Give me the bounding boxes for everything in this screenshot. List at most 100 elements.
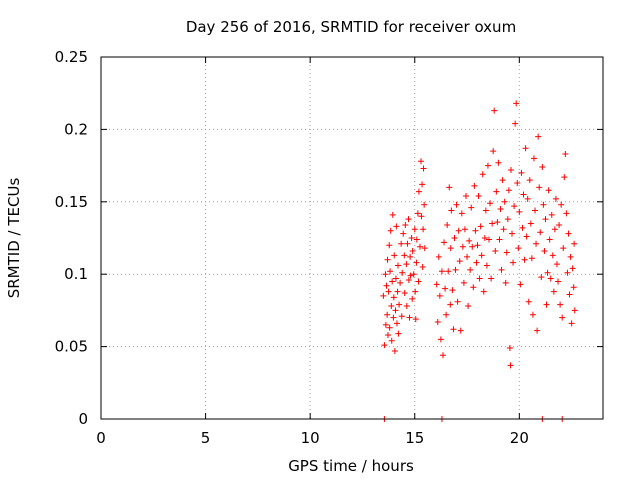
data-point — [544, 269, 551, 276]
data-point — [512, 120, 519, 127]
data-point — [462, 193, 469, 200]
data-point — [383, 282, 390, 289]
data-point — [538, 274, 545, 281]
data-point — [413, 259, 420, 266]
data-point — [549, 252, 556, 259]
data-point — [388, 303, 395, 310]
data-points — [380, 100, 578, 422]
data-point — [391, 347, 398, 354]
y-tick-label: 0.15 — [55, 193, 88, 211]
data-point — [550, 288, 557, 295]
data-point — [403, 261, 410, 268]
data-point — [455, 227, 462, 234]
data-point — [438, 268, 445, 275]
x-tick-label: 20 — [510, 429, 529, 447]
data-point — [503, 249, 510, 256]
data-point — [398, 240, 405, 247]
plot-frame — [100, 56, 604, 420]
data-point — [535, 133, 542, 140]
data-point — [402, 221, 409, 228]
data-point — [476, 275, 483, 282]
data-point — [569, 265, 576, 272]
data-point — [474, 242, 481, 249]
data-point — [486, 236, 493, 243]
data-point — [516, 208, 523, 215]
data-point — [518, 169, 525, 176]
data-point — [499, 177, 506, 184]
data-point — [439, 352, 446, 359]
data-point — [384, 332, 391, 339]
data-point — [505, 187, 512, 194]
data-point — [522, 145, 529, 152]
data-point — [403, 303, 410, 310]
data-point — [411, 226, 418, 233]
data-point — [496, 236, 503, 243]
y-tick-label: 0.05 — [55, 338, 88, 356]
data-point — [409, 248, 416, 255]
data-point — [537, 229, 544, 236]
data-point — [532, 207, 539, 214]
data-point — [437, 336, 444, 343]
data-point — [421, 201, 428, 208]
data-point — [381, 342, 388, 349]
data-point — [473, 259, 480, 266]
data-point — [513, 100, 520, 107]
data-point — [458, 210, 465, 217]
data-point — [487, 200, 494, 207]
data-point — [533, 240, 540, 247]
data-point — [543, 301, 550, 308]
data-point — [410, 271, 417, 278]
data-point — [570, 284, 577, 291]
data-point — [528, 255, 535, 262]
data-point — [459, 243, 466, 250]
data-point — [534, 327, 541, 334]
data-point — [409, 295, 416, 302]
data-point — [442, 285, 449, 292]
data-point — [541, 248, 548, 255]
data-point — [561, 174, 568, 181]
data-point — [494, 219, 501, 226]
data-point — [492, 248, 499, 255]
data-point — [412, 288, 419, 295]
data-point — [451, 235, 458, 241]
data-point — [385, 288, 392, 295]
data-point — [419, 181, 426, 188]
data-point — [482, 207, 489, 214]
data-point — [542, 216, 549, 223]
data-point — [555, 278, 562, 285]
data-point — [526, 177, 533, 184]
data-point — [434, 318, 441, 325]
data-point — [408, 235, 415, 241]
data-point — [465, 303, 472, 310]
y-tick-label: 0.2 — [64, 120, 88, 138]
data-point — [380, 292, 387, 299]
data-point — [546, 236, 553, 243]
data-point — [406, 314, 413, 321]
data-point — [548, 211, 555, 218]
data-point — [562, 151, 569, 158]
data-point — [407, 253, 414, 260]
data-point — [391, 252, 398, 259]
data-point — [540, 201, 547, 208]
data-point — [524, 195, 531, 202]
data-point — [507, 362, 514, 369]
data-point — [557, 301, 564, 308]
x-tick-label: 15 — [405, 429, 424, 447]
data-point — [386, 324, 393, 331]
data-point — [400, 230, 407, 237]
data-point — [407, 272, 414, 279]
data-point — [552, 195, 559, 202]
data-point — [384, 256, 391, 263]
data-point — [404, 240, 411, 247]
data-point — [490, 148, 497, 155]
data-point — [461, 226, 468, 233]
data-point — [435, 253, 442, 260]
data-point — [566, 291, 573, 298]
data-point — [467, 266, 474, 273]
data-point — [517, 281, 524, 288]
data-point — [453, 201, 460, 208]
data-point — [444, 221, 451, 228]
data-point — [405, 276, 412, 283]
data-point — [386, 242, 393, 249]
data-point — [556, 221, 563, 228]
